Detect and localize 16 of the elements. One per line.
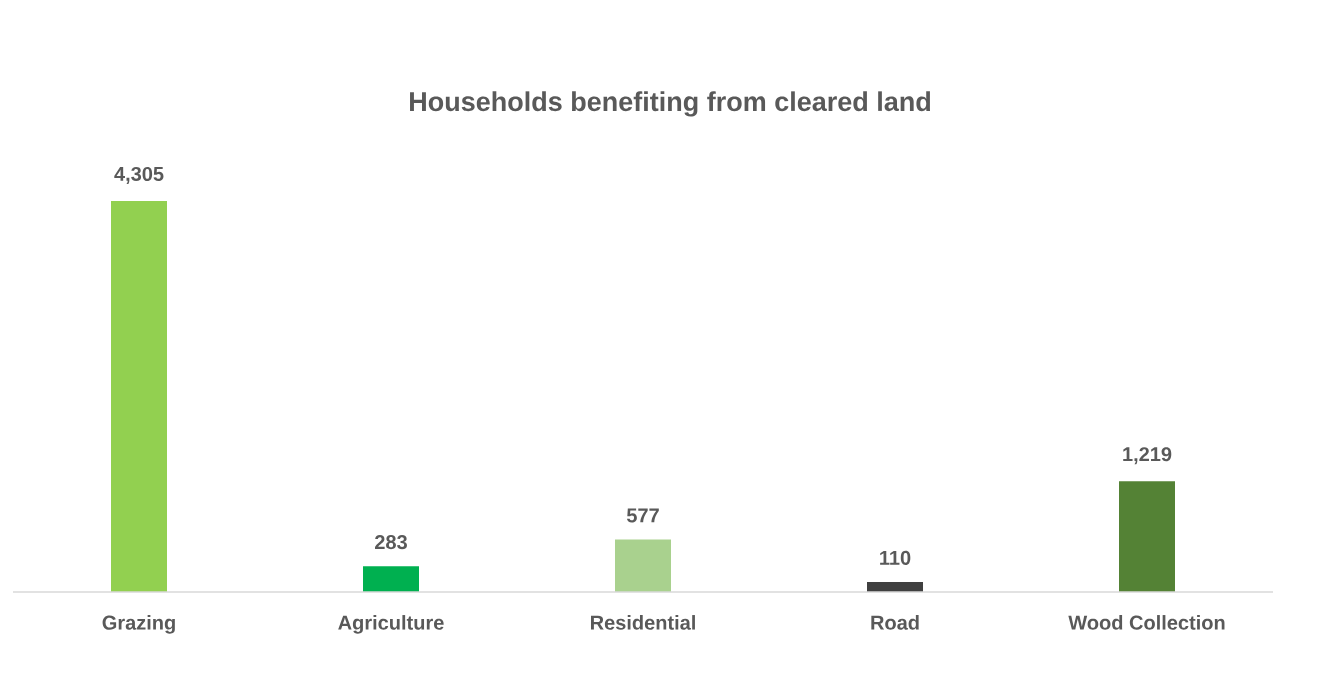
bar [867,582,924,592]
bar [111,201,167,592]
chart-title: Households benefiting from cleared land [410,91,931,117]
x-tick-label: Grazing [102,615,175,634]
data-label: 4,305 [114,166,164,184]
bar [1119,481,1175,592]
bar [363,566,419,592]
x-tick-label: Residential [591,615,695,630]
x-tick-label: Road [871,615,919,630]
data-label: 1,219 [1123,447,1172,465]
data-label: 110 [880,550,911,565]
data-label: 577 [626,508,659,523]
x-tick-label: Wood Collection [1068,615,1225,630]
data-label: 283 [375,535,407,550]
x-tick-label: Agriculture [338,615,444,634]
bar [615,539,671,592]
